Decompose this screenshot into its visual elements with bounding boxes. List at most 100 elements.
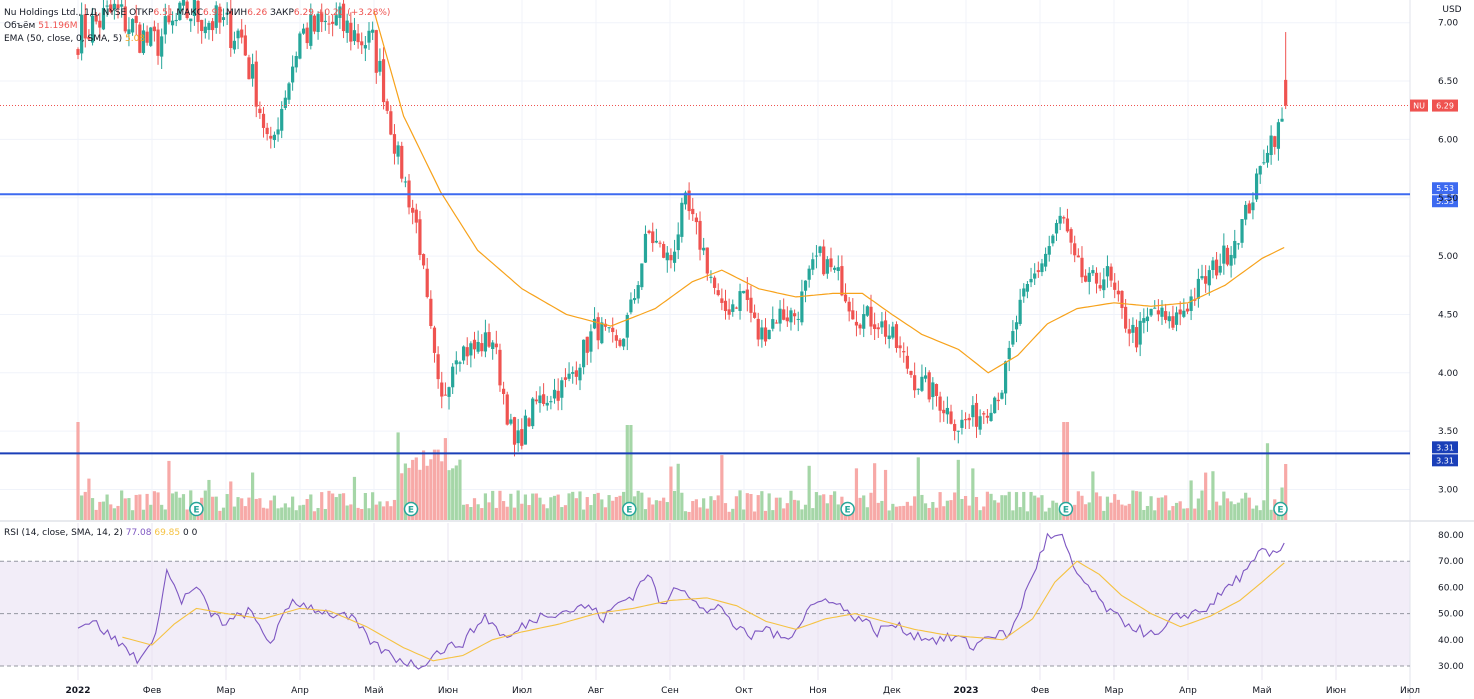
candle-body <box>963 419 968 421</box>
volume-bar <box>447 470 451 520</box>
volume-bar <box>1076 491 1080 520</box>
volume-bar <box>440 461 444 520</box>
candle <box>305 22 309 49</box>
candle-body <box>1029 278 1033 283</box>
candle-body <box>1036 270 1040 273</box>
candle <box>756 312 760 347</box>
candle <box>934 383 939 407</box>
candle-body <box>1051 235 1055 244</box>
candle-body <box>542 394 546 404</box>
candle-body <box>1149 308 1153 316</box>
candle-body <box>429 298 433 327</box>
candle <box>840 255 844 297</box>
volume-bar <box>221 507 226 520</box>
candle-body <box>1054 223 1059 234</box>
candle <box>458 360 462 372</box>
candle-body <box>789 310 793 323</box>
volume-bar <box>723 503 728 520</box>
candle <box>1069 227 1073 255</box>
candle-body <box>291 66 295 83</box>
volume-bar <box>1189 480 1193 520</box>
candle <box>712 275 717 295</box>
volume-bar <box>989 493 993 520</box>
candle-body <box>411 207 415 213</box>
candle <box>647 229 651 235</box>
candle <box>1018 288 1022 326</box>
legend-high-label: МАКС <box>176 8 204 18</box>
volume-bar <box>371 492 375 520</box>
volume-bar <box>174 491 178 520</box>
volume-bar <box>967 505 971 520</box>
volume-bar <box>927 508 931 520</box>
price-value-label: 6.29 <box>1436 102 1454 111</box>
candle-body <box>982 413 986 415</box>
candle-body <box>1134 327 1139 348</box>
candle <box>1200 264 1204 281</box>
candle-body <box>1087 272 1091 282</box>
volume-bar <box>331 493 335 520</box>
legend-open-value: 6.51 <box>153 8 174 18</box>
candle-body <box>338 6 342 18</box>
candle-body <box>643 233 648 263</box>
candle <box>767 329 771 340</box>
candle-body <box>1007 347 1011 359</box>
volume-bar <box>232 506 237 520</box>
legend-open-label: ОТКР <box>129 8 154 18</box>
volume-bar <box>349 504 353 520</box>
volume-bar <box>560 507 564 520</box>
volume-bar <box>512 507 517 520</box>
candle <box>320 3 324 33</box>
candle <box>574 361 578 385</box>
candle-body <box>782 309 786 320</box>
candle <box>927 370 931 403</box>
candle-body <box>109 4 113 12</box>
candle <box>1033 263 1037 285</box>
candle-body <box>538 395 542 404</box>
volume-bar <box>360 508 364 520</box>
candle <box>571 366 575 384</box>
candle-body <box>360 41 364 46</box>
volume-bar <box>825 503 829 520</box>
candle <box>542 383 546 407</box>
volume-bar <box>1244 492 1248 520</box>
candle-body <box>709 276 713 278</box>
rsi-tick-label: 80.00 <box>1438 531 1464 541</box>
earnings-marker: E <box>840 501 855 517</box>
candle <box>1109 263 1113 287</box>
candle <box>960 409 964 435</box>
volume-bar <box>640 492 644 520</box>
volume-bar <box>1109 502 1113 520</box>
candle-body <box>1022 288 1026 297</box>
candle-body <box>127 29 131 34</box>
candle <box>1273 135 1277 155</box>
time-tick-label: Апр <box>1179 686 1197 696</box>
candle-body <box>571 372 575 374</box>
rsi-tick-label: 70.00 <box>1438 557 1464 567</box>
candle <box>1073 235 1077 263</box>
volume-bar <box>523 494 528 520</box>
volume-bar <box>680 492 684 520</box>
candle-body <box>691 208 695 215</box>
candle-body <box>389 111 393 135</box>
volume-bar <box>1138 491 1142 520</box>
candle-body <box>331 21 335 24</box>
volume-bar <box>1142 509 1146 520</box>
candle <box>669 248 673 269</box>
candle-body <box>854 321 859 326</box>
volume-bar <box>1058 509 1062 520</box>
candle <box>949 404 953 425</box>
candle <box>982 411 986 425</box>
volume-bar <box>341 493 346 520</box>
volume-bar <box>287 507 291 520</box>
candle <box>1142 308 1146 334</box>
candle <box>731 299 735 317</box>
candle <box>702 237 706 256</box>
volume-bar <box>476 504 480 520</box>
volume-bar <box>1113 494 1117 520</box>
candle <box>156 22 160 65</box>
candle-body <box>843 294 848 302</box>
candle <box>301 23 306 35</box>
candle-body <box>1116 290 1120 295</box>
candle-body <box>120 4 124 7</box>
